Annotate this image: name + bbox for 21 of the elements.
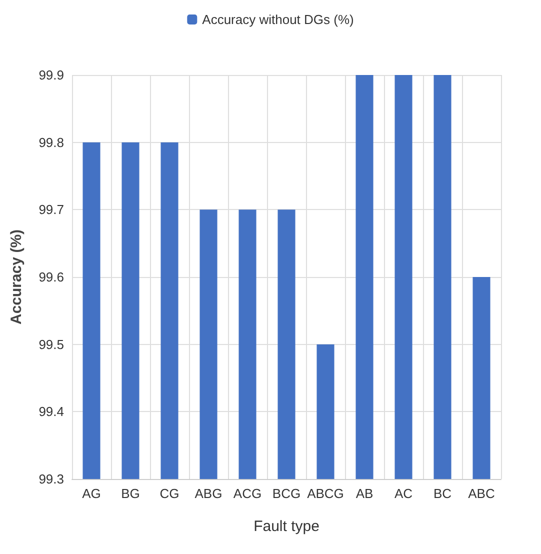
y-tick-label: 99.5 [38,336,64,352]
x-tick-label: ABCG [307,486,344,501]
y-tick-label: 99.9 [38,68,64,82]
y-tick-label: 99.8 [38,134,64,150]
x-tick-label: BCG [272,486,301,501]
x-tick-label: ABC [468,486,495,501]
x-tick-label: BC [433,486,452,501]
x-tick-label: ABG [194,486,222,501]
y-tick-label: 99.7 [38,202,64,218]
y-axis-title: Accuracy (%) [8,229,25,325]
x-tick-label: BG [121,486,140,501]
x-tick-label: CG [160,486,180,501]
x-tick-label: ACG [233,486,262,501]
legend-label: Accuracy without DGs (%) [202,12,354,27]
x-tick-label: AB [356,486,374,501]
x-axis-title: Fault type [254,518,320,535]
y-tick-label: 99.3 [38,472,64,486]
x-tick-label: AG [82,486,101,501]
y-tick-label: 99.6 [38,270,64,284]
x-tick-label: AC [394,486,413,501]
y-tick-label: 99.4 [38,404,64,420]
